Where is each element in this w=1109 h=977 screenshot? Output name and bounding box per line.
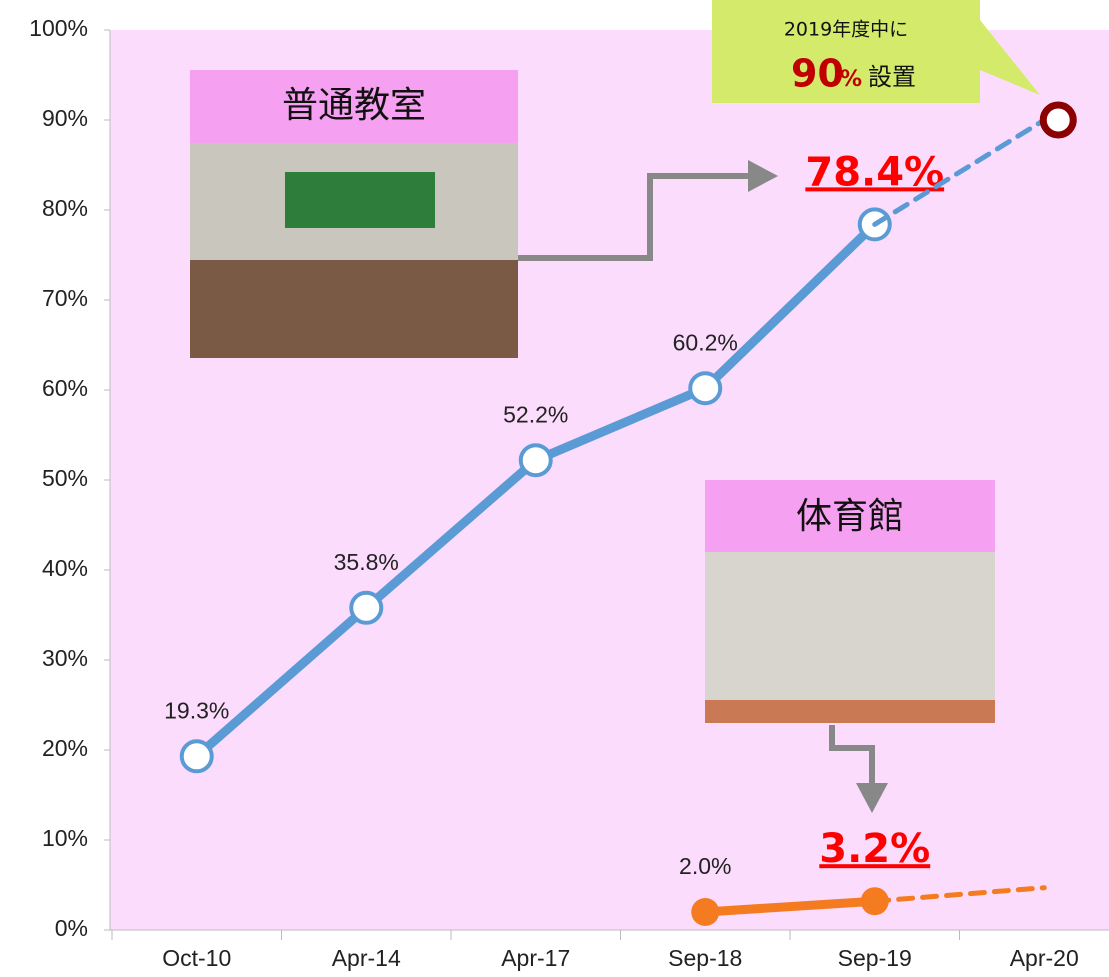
y-tick-label: 60% (42, 375, 88, 401)
callout-suffix: 設置 (868, 63, 916, 91)
point (349, 590, 384, 625)
point (688, 371, 723, 406)
y-tick-label: 0% (55, 915, 88, 941)
data-label: 60.2% (673, 329, 738, 355)
data-label: 78.4% (805, 149, 944, 195)
callout-text: 2019年度中に (784, 19, 908, 41)
y-tick-label: 40% (42, 555, 88, 581)
classroom-label: 普通教室 (282, 85, 426, 126)
arrow (829, 725, 875, 785)
y-tick-label: 90% (42, 105, 88, 131)
y-tick-label: 70% (42, 285, 88, 311)
y-tick-label: 50% (42, 465, 88, 491)
x-tick-label: Sep-18 (668, 945, 742, 971)
series-line (872, 117, 1047, 227)
x-tick-label: Apr-17 (501, 945, 570, 971)
data-label: 3.2% (819, 826, 930, 872)
data-label: 52.2% (503, 401, 568, 427)
y-tick-label: 80% (42, 195, 88, 221)
classroom-header (190, 70, 518, 143)
y-tick-label: 100% (29, 15, 88, 41)
gym-label: 体育館 (796, 496, 904, 537)
gym-floor (705, 700, 995, 723)
arrow-head (856, 783, 888, 813)
data-label: 19.3% (164, 697, 229, 723)
point (518, 443, 553, 478)
data-label: 2.0% (679, 853, 731, 879)
series-line (700, 896, 880, 917)
point (179, 739, 214, 774)
x-tick-label: Sep-19 (838, 945, 912, 971)
callout (712, 0, 1040, 103)
desks (190, 260, 518, 358)
blackboard (285, 172, 435, 228)
y-tick-label: 10% (42, 825, 88, 851)
callout-number: 90 (791, 52, 844, 96)
arrow-head (748, 160, 778, 192)
point (691, 898, 720, 926)
series-line (872, 885, 1047, 904)
x-tick-label: Apr-14 (332, 945, 401, 971)
gym-header (705, 480, 995, 552)
end-point (1039, 101, 1077, 139)
x-tick-label: Oct-10 (162, 945, 231, 971)
callout-unit: % (840, 67, 862, 92)
x-tick-label: Apr-20 (1010, 945, 1079, 971)
y-tick-label: 30% (42, 645, 88, 671)
y-tick-label: 20% (42, 735, 88, 761)
data-label: 35.8% (334, 549, 399, 575)
arrow (518, 173, 750, 261)
